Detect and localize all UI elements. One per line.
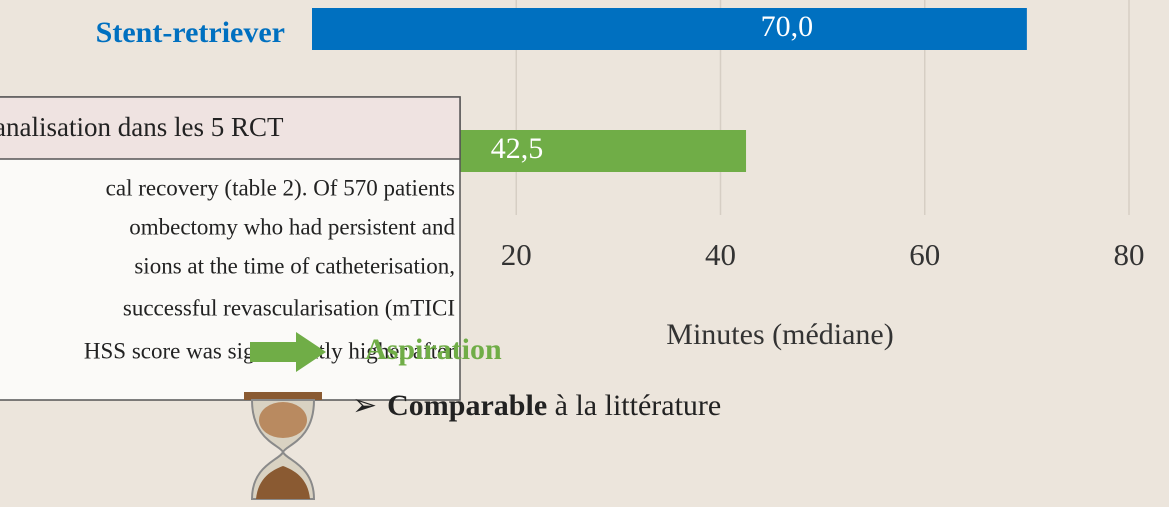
bar [312, 8, 1027, 50]
category-label: Aspiration [365, 333, 502, 366]
bullet-bold: Comparable [387, 389, 547, 422]
x-tick-label: 40 [705, 237, 736, 272]
x-tick-label: 80 [1114, 237, 1145, 272]
excerpt-line: cal recovery (table 2). Of 570 patients [106, 175, 455, 200]
bullet-text: à la littérature [547, 389, 721, 422]
hourglass-brain [259, 402, 307, 438]
value-label: 42,5 [491, 132, 544, 165]
hourglass-cap [244, 392, 322, 400]
bullet-text: ➢ Comparable à la littérature [352, 389, 721, 422]
excerpt-line: successful revascularisation (mTICI [123, 295, 455, 320]
x-axis-label: Minutes (médiane) [666, 318, 893, 351]
bullet-marker: ➢ [352, 389, 377, 422]
value-label: 70,0 [761, 10, 814, 43]
excerpt-title: analisation dans les 5 RCT [0, 112, 284, 142]
excerpt-line: ombectomy who had persistent and [129, 214, 455, 239]
x-tick-label: 60 [909, 237, 940, 272]
category-label: Stent-retriever [96, 16, 285, 49]
x-tick-label: 20 [501, 237, 532, 272]
arrow-shaft [250, 342, 298, 362]
slide: 20 40 60 80 Minutes (médiane) 70,0 Stent-retri… [0, 0, 1169, 507]
excerpt-line: sions at the time of catheterisation, [134, 253, 455, 278]
